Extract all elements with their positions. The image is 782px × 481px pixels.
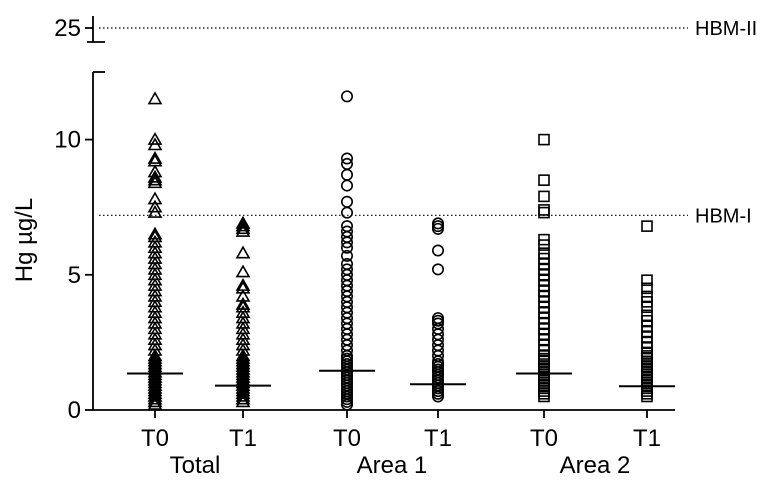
reference-line-label: HBM-II [695,18,757,40]
x-tick-label: T0 [333,425,361,452]
data-point-square [538,204,550,216]
y-tick-label: 0 [68,397,81,424]
data-point-circle [340,195,353,208]
data-point-triangle [235,394,251,408]
data-point-circle [340,398,353,411]
data-point-circle [431,390,444,403]
data-point-triangle [235,264,251,278]
x-tick-label: T0 [141,425,169,452]
data-point-triangle [147,91,163,105]
data-point-triangle [235,245,251,259]
data-point-triangle [235,386,251,400]
data-point-circle [340,90,353,103]
data-point-circle [340,241,353,254]
data-point-square [641,390,653,403]
data-point-circle [431,263,444,276]
data-point-triangle [147,150,163,164]
data-point-triangle [147,172,163,186]
y-tick-label: 10 [54,127,81,154]
data-point-triangle [235,296,251,310]
data-point-triangle [235,280,251,294]
x-tick-label: T1 [229,425,257,452]
reference-line-label: HBM-I [695,205,752,227]
y-axis: 0 5 10 25 [54,15,105,424]
data-point-square [641,274,653,287]
data-point-triangle [147,388,163,402]
data-point-triangle [235,221,251,235]
data-point-circle [340,179,353,192]
data-point-circle [340,168,353,181]
data-point-square [538,174,550,186]
data-point-square [641,220,653,232]
data-point-square [538,206,550,219]
data-point-triangle [235,215,251,229]
data-point-triangle [147,175,163,189]
data-point-triangle [147,169,163,183]
data-point-triangle [147,394,163,408]
data-point-circle [340,236,353,249]
x-group-label: Total [170,452,221,479]
data-point-triangle [147,191,163,205]
data-point-square [538,239,550,251]
x-group-label: Area 2 [560,452,631,479]
median-lines [127,369,675,388]
data-point-circle [340,249,353,262]
data-point-triangle [147,199,163,213]
data-point-triangle [235,218,251,232]
data-point-triangle [147,137,163,151]
data-point-triangle [235,223,251,237]
data-point-square [538,133,550,146]
data-point-triangle [147,131,163,145]
data-point-circle [431,244,444,257]
data-point-triangle [235,391,251,405]
data-point-triangle [147,391,163,405]
x-tick-label: T0 [530,425,558,452]
y-axis-title: Hg µg/L [11,198,38,283]
data-point-triangle [147,226,163,240]
data-point-triangle [235,388,251,402]
x-tick-label: T1 [424,425,452,452]
data-point-triangle [147,204,163,218]
x-tick-label: T1 [633,425,661,452]
data-point-square [538,190,550,203]
data-point-square [641,301,653,314]
y-tick-label: 25 [54,15,81,42]
data-point-circle [340,206,353,219]
y-tick-label: 5 [68,262,81,289]
reference-lines: HBM-II HBM-I [99,18,757,227]
data-point-circle [340,152,353,165]
data-point-circle [431,222,444,235]
data-point-square [641,282,653,295]
x-group-label: Area 1 [357,452,428,479]
data-point-triangle [147,396,163,410]
data-point-square [538,390,550,403]
data-points [147,90,653,411]
